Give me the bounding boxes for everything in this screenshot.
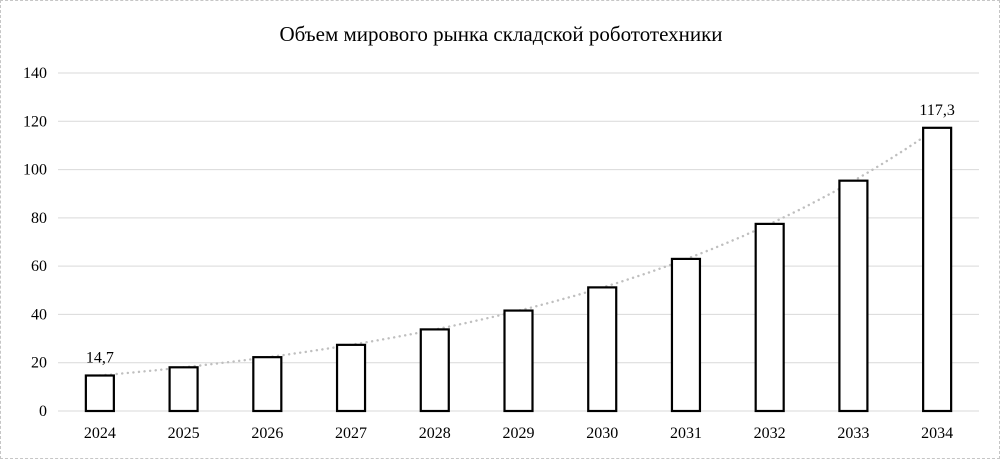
bar-2028 [419,328,450,413]
y-tick-20: 20 [31,355,47,372]
chart-title: Объем мирового рынка складской робототех… [279,22,722,46]
y-axis-labels: 0 20 40 60 80 100 120 140 [23,65,47,420]
y-tick-40: 40 [31,306,47,323]
data-label-last: 117,3 [919,102,954,119]
y-tick-100: 100 [23,162,47,179]
x-tick-2034: 2034 [921,425,953,442]
x-tick-2029: 2029 [503,425,535,442]
bar-2031 [670,257,702,413]
bar-2024 [84,374,115,413]
x-tick-2033: 2033 [837,425,869,442]
y-tick-60: 60 [31,258,47,275]
bar-2033 [838,179,869,413]
x-tick-2026: 2026 [251,425,283,442]
x-tick-2025: 2025 [168,425,200,442]
x-tick-2032: 2032 [754,425,786,442]
bar-2034 [922,126,953,413]
bar-2027 [335,343,367,413]
x-tick-2030: 2030 [586,425,618,442]
bar-2030 [587,286,618,413]
y-tick-80: 80 [31,210,47,227]
x-axis-labels: 2024 2025 2026 2027 2028 2029 2030 2031 2032 2033… [84,425,953,442]
bar-2032 [754,222,785,413]
x-tick-2024: 2024 [84,425,116,442]
bar-2025 [168,366,199,413]
x-tick-2028: 2028 [419,425,451,442]
y-tick-140: 140 [23,65,47,82]
y-tick-120: 120 [23,113,47,130]
bar-2029 [503,309,534,413]
y-tick-0: 0 [39,403,47,420]
bars [84,126,953,413]
data-label-first: 14,7 [86,350,114,367]
x-tick-2031: 2031 [670,425,702,442]
bar-2026 [252,356,283,413]
x-tick-2027: 2027 [335,425,367,442]
trendline-dotted [98,126,939,377]
